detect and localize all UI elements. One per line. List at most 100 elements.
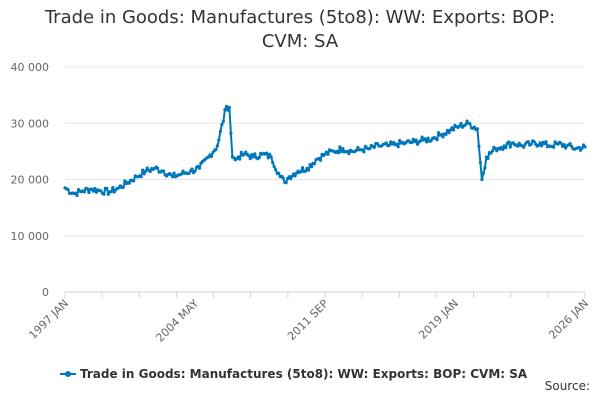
data-point (301, 166, 305, 170)
data-point (218, 129, 222, 133)
data-point (583, 145, 587, 149)
data-point (387, 143, 391, 147)
data-point (339, 150, 343, 154)
data-point (416, 142, 420, 146)
data-point (508, 145, 512, 149)
data-point (477, 144, 481, 148)
data-point (217, 138, 221, 142)
data-point (144, 169, 148, 173)
series-line (64, 105, 586, 197)
source-label: Source: (544, 379, 590, 393)
data-point (312, 162, 317, 166)
data-point (472, 125, 476, 129)
data-point (265, 151, 269, 155)
data-point (227, 105, 231, 110)
data-point (475, 127, 479, 131)
x-tick-label: 1997 JAN (26, 297, 71, 342)
data-point (226, 108, 230, 112)
data-point (444, 132, 448, 136)
data-point (190, 167, 194, 171)
data-point (426, 136, 430, 140)
data-point (440, 132, 444, 137)
data-point (271, 160, 275, 165)
x-tick-label: 2026 JAN (546, 297, 591, 342)
data-point (66, 187, 70, 191)
data-point (141, 168, 145, 172)
data-point (277, 171, 281, 175)
data-point (180, 172, 184, 176)
x-tick-label: 2019 JAN (416, 297, 461, 342)
data-point (299, 169, 303, 174)
data-point (82, 190, 86, 194)
data-point (148, 169, 152, 173)
data-point (318, 158, 323, 162)
x-tick-label: 2004 MAY (153, 297, 201, 345)
data-point (281, 176, 285, 180)
data-point (450, 126, 454, 130)
data-point (193, 169, 197, 173)
data-point (224, 104, 228, 108)
data-point (123, 179, 127, 183)
data-point (142, 172, 146, 176)
data-point (451, 128, 456, 132)
data-point (75, 193, 79, 198)
data-point (425, 140, 429, 144)
data-point (132, 179, 136, 183)
legend[interactable]: Trade in Goods: Manufactures (5to8): WW:… (60, 367, 528, 381)
data-point (223, 108, 227, 112)
data-point (538, 141, 542, 145)
data-point (215, 144, 219, 148)
data-point (239, 150, 243, 154)
grid-lines (65, 66, 585, 237)
data-point (85, 187, 89, 191)
data-point (410, 141, 414, 145)
data-point (490, 149, 494, 153)
data-point (398, 138, 402, 143)
data-point (139, 175, 143, 179)
data-point (562, 143, 566, 147)
data-point (109, 190, 113, 194)
data-point (447, 131, 451, 135)
data-point (229, 131, 233, 135)
data-point (483, 166, 487, 170)
data-point (552, 145, 556, 149)
data-point (457, 124, 462, 128)
data-point (338, 145, 342, 149)
data-point (310, 165, 314, 169)
data-point (481, 171, 485, 175)
data-point (544, 140, 548, 144)
data-point (522, 145, 526, 149)
data-point (93, 186, 97, 191)
data-point (290, 174, 294, 178)
legend-label[interactable]: Trade in Goods: Manufactures (5to8): WW:… (80, 367, 528, 381)
data-point (420, 135, 424, 139)
legend-marker (65, 371, 71, 377)
data-point (580, 146, 584, 150)
data-point (501, 147, 505, 151)
data-point (507, 140, 511, 144)
data-point (504, 146, 508, 150)
data-point (172, 171, 176, 175)
y-tick-label: 30 000 (11, 117, 50, 130)
data-point (257, 155, 261, 160)
data-point (106, 192, 110, 196)
data-point (516, 144, 520, 148)
data-point (99, 189, 103, 193)
data-point (495, 149, 499, 153)
data-point (209, 154, 213, 159)
data-point (526, 140, 530, 144)
series-layer (63, 104, 587, 198)
data-point (414, 138, 418, 142)
data-point (251, 155, 255, 159)
data-point (220, 122, 224, 127)
data-point (268, 152, 272, 156)
data-point (540, 144, 544, 148)
data-point (102, 192, 106, 196)
data-point (91, 189, 95, 193)
data-point (248, 157, 252, 161)
data-point (162, 169, 166, 173)
data-point (336, 151, 340, 155)
data-point (419, 139, 423, 143)
